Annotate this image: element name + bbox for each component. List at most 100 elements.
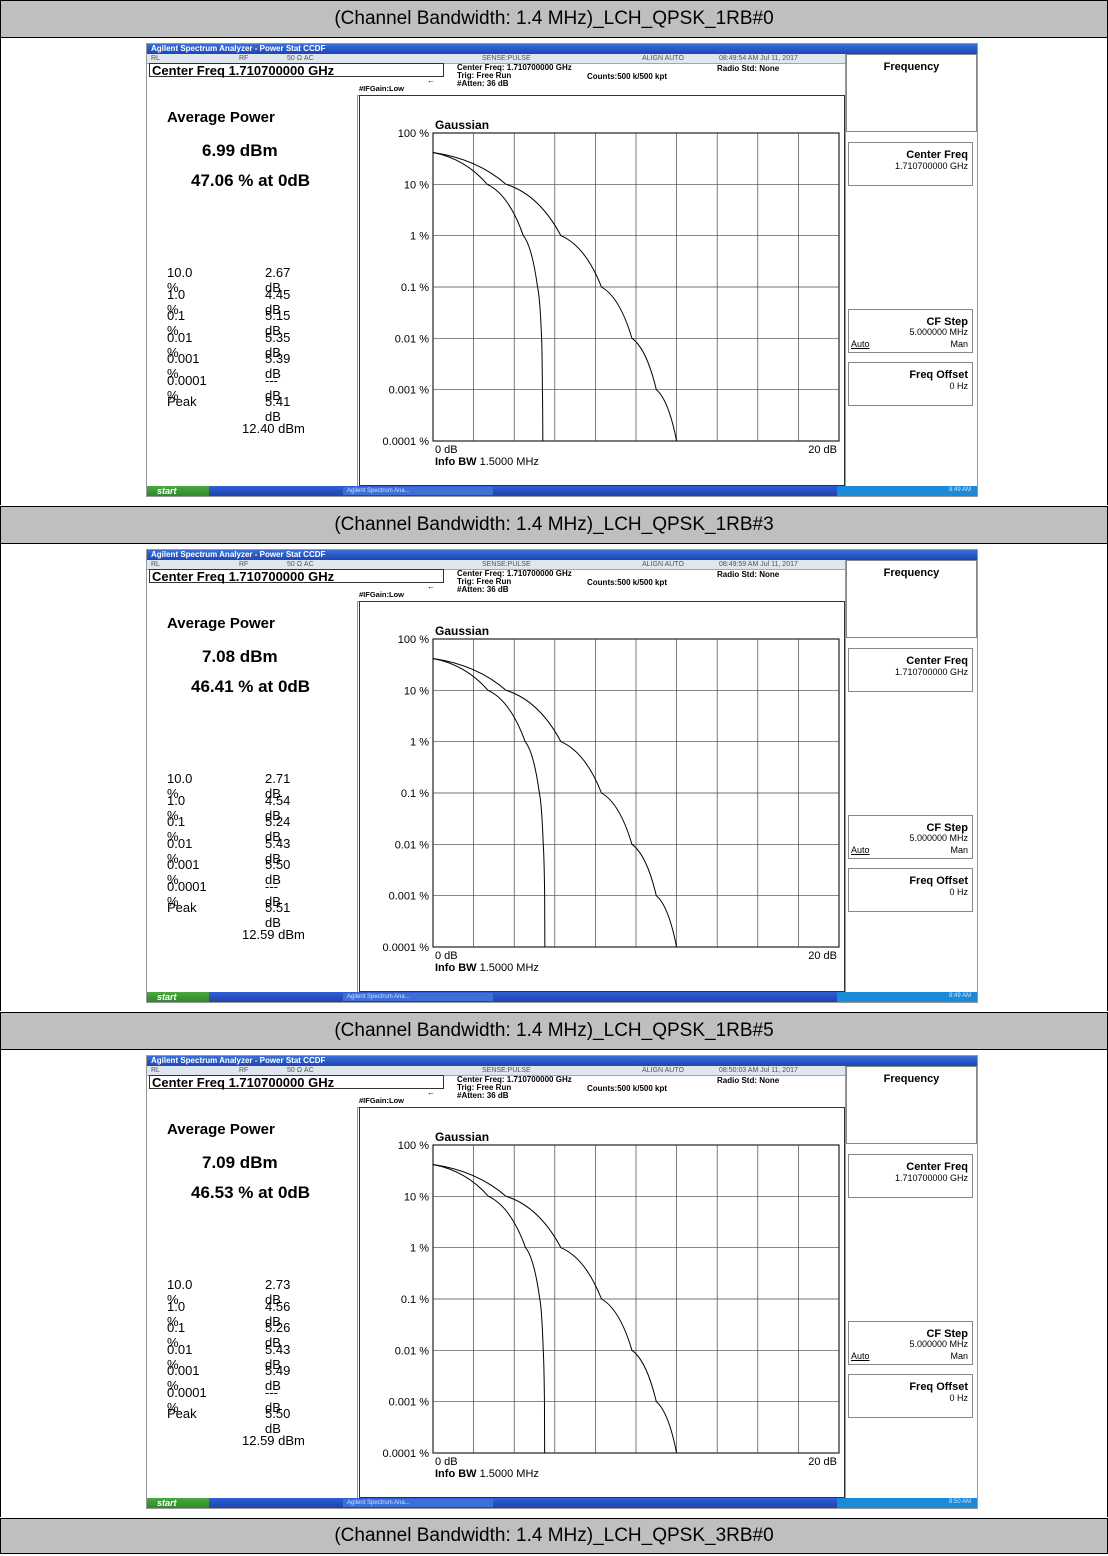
avg-power-value: 7.08 dBm — [202, 647, 278, 666]
section-header: (Channel Bandwidth: 1.4 MHz)_LCH_QPSK_1R… — [0, 506, 1108, 544]
info-bw-label: Info BW 1.5000 MHz — [435, 962, 539, 974]
stat-key: 10.0 % — [167, 1277, 193, 1307]
freq-offset-softkey[interactable]: Freq Offset 0 Hz — [848, 362, 973, 406]
stat-value: --- dB — [265, 878, 281, 909]
windows-taskbar: start Agilent Spectrum Ana... 8:49 AM — [147, 992, 977, 1002]
softkey-menu-title: Frequency — [846, 54, 977, 132]
info-bw-value: 1.5000 MHz — [480, 1468, 539, 1480]
measurement-bar: RL RF 50 Ω AC SENSE:PULSE ALIGN AUTO 08:… — [147, 54, 845, 96]
softkey-label: CF Step — [926, 1328, 968, 1340]
y-tick-label: 10 % — [404, 685, 429, 697]
atten-info: #Atten: 36 dB — [457, 585, 509, 594]
taskbar-app-item[interactable]: Agilent Spectrum Ana... — [343, 487, 493, 495]
stat-key: 0.01 % — [167, 1341, 193, 1372]
measured-ccdf-curve — [432, 1164, 546, 1454]
taskbar-app-item[interactable]: Agilent Spectrum Ana... — [343, 993, 493, 1001]
measurement-info: Center Freq: 1.710700000 GHz Trig: Free … — [457, 1076, 572, 1100]
stat-key: Peak — [167, 900, 197, 915]
x-end-label: 20 dB — [808, 444, 837, 456]
align-indicator: ALIGN AUTO — [642, 55, 684, 62]
center-freq-softkey[interactable]: Center Freq 1.710700000 GHz — [848, 648, 973, 692]
taskbar-app-item[interactable]: Agilent Spectrum Ana... — [343, 1499, 493, 1507]
center-freq-display[interactable]: Center Freq 1.710700000 GHz — [149, 569, 444, 584]
x-start-label: 0 dB — [435, 444, 458, 456]
softkey-panel: Frequency Center Freq 1.710700000 GHz CF… — [845, 1066, 977, 1498]
window-title-bar: Agilent Spectrum Analyzer - Power Stat C… — [147, 550, 977, 560]
y-tick-label: 0.01 % — [395, 333, 429, 345]
y-tick-label: 0.01 % — [395, 1345, 429, 1357]
x-end-label: 20 dB — [808, 1456, 837, 1468]
stat-key: 0.001 % — [167, 857, 200, 887]
auto-option[interactable]: Auto — [851, 339, 870, 349]
avg-power-title: Average Power — [167, 109, 275, 126]
man-option[interactable]: Man — [950, 845, 968, 855]
stat-value: --- dB — [265, 372, 281, 403]
rl-indicator: RL — [151, 561, 160, 568]
stat-key: 1.0 % — [167, 286, 186, 317]
stat-value: 4.56 dB — [265, 1298, 291, 1329]
y-tick-label: 0.1 % — [401, 282, 429, 294]
center-freq-display[interactable]: Center Freq 1.710700000 GHz — [149, 1075, 444, 1090]
if-gain-label: #IFGain:Low — [359, 590, 404, 599]
radio-std-info: Radio Std: None — [717, 1076, 780, 1085]
y-tick-label: 1 % — [410, 1243, 429, 1255]
stat-key: 0.01 % — [167, 329, 193, 360]
input-arrow-icon: ← — [427, 76, 435, 85]
auto-option[interactable]: Auto — [851, 845, 870, 855]
center-freq-info: Center Freq: 1.710700000 GHz — [457, 1075, 572, 1084]
auto-option[interactable]: Auto — [851, 1351, 870, 1361]
system-tray: 8:49 AM — [837, 992, 977, 1002]
ccdf-graph: 100 % 10 % 1 % 0.1 % 0.01 % 0.001 % 0.0001 % Ga… — [383, 1130, 840, 1480]
y-tick-label: 1 % — [410, 737, 429, 749]
gaussian-curve — [432, 658, 678, 948]
freq-offset-softkey[interactable]: Freq Offset 0 Hz — [848, 1374, 973, 1418]
info-bw-value: 1.5000 MHz — [480, 456, 539, 468]
stat-key: 0.0001 % — [167, 372, 207, 403]
radio-std-info: Radio Std: None — [717, 64, 780, 73]
start-button[interactable]: start — [147, 486, 209, 496]
man-option[interactable]: Man — [950, 1351, 968, 1361]
avg-percent-value: 46.41 % at 0dB — [191, 677, 311, 696]
gaussian-curve — [432, 1164, 678, 1454]
measured-ccdf-curve — [432, 658, 546, 948]
center-freq-display[interactable]: Center Freq 1.710700000 GHz — [149, 63, 444, 78]
softkey-value: 5.000000 MHz — [909, 327, 968, 337]
trigger-info: Trig: Free Run — [457, 71, 512, 80]
y-tick-label: 0.001 % — [389, 1397, 430, 1409]
trigger-info: Trig: Free Run — [457, 1083, 512, 1092]
ccdf-graph: 100 % 10 % 1 % 0.1 % 0.01 % 0.001 % 0.0001 % Ga… — [383, 118, 840, 468]
cf-step-softkey[interactable]: CF Step 5.000000 MHz Auto Man — [848, 815, 973, 859]
stat-key: 0.1 % — [167, 308, 186, 338]
man-option[interactable]: Man — [950, 339, 968, 349]
windows-taskbar: start Agilent Spectrum Ana... 8:50 AM — [147, 1498, 977, 1508]
status-strip: RL RF 50 Ω AC SENSE:PULSE ALIGN AUTO 08:… — [147, 1066, 845, 1076]
y-tick-label: 0.1 % — [401, 1294, 429, 1306]
analyzer-screenshot: Agilent Spectrum Analyzer - Power Stat C… — [146, 1055, 978, 1509]
softkey-panel: Frequency Center Freq 1.710700000 GHz CF… — [845, 54, 977, 486]
sense-indicator: SENSE:PULSE — [482, 55, 531, 62]
center-freq-softkey[interactable]: Center Freq 1.710700000 GHz — [848, 1154, 973, 1198]
center-freq-softkey[interactable]: Center Freq 1.710700000 GHz — [848, 142, 973, 186]
x-end-label: 20 dB — [808, 950, 837, 962]
rf-indicator: RF — [239, 55, 249, 62]
stat-value: 5.43 dB — [265, 835, 291, 866]
cf-step-softkey[interactable]: CF Step 5.000000 MHz Auto Man — [848, 1321, 973, 1365]
counts-info: Counts:500 k/500 kpt — [587, 1084, 668, 1093]
stat-key: Peak — [167, 394, 197, 409]
cf-step-softkey[interactable]: CF Step 5.000000 MHz Auto Man — [848, 309, 973, 353]
section-header: (Channel Bandwidth: 1.4 MHz)_LCH_QPSK_1R… — [0, 0, 1108, 38]
stat-key: Peak — [167, 1406, 197, 1421]
start-button[interactable]: start — [147, 992, 209, 1002]
measurement-bar: RL RF 50 Ω AC SENSE:PULSE ALIGN AUTO 08:… — [147, 560, 845, 602]
sense-indicator: SENSE:PULSE — [482, 561, 531, 568]
stat-value: 2.67 dB — [265, 265, 291, 295]
stat-key: 0.1 % — [167, 1320, 186, 1350]
freq-offset-softkey[interactable]: Freq Offset 0 Hz — [848, 868, 973, 912]
start-button[interactable]: start — [147, 1498, 209, 1508]
softkey-value: 0 Hz — [949, 381, 968, 391]
y-tick-label: 10 % — [404, 1191, 429, 1203]
y-tick-label: 0.0001 % — [383, 436, 430, 448]
rf-indicator: RF — [239, 1067, 249, 1074]
screenshot-cell: Agilent Spectrum Analyzer - Power Stat C… — [0, 544, 1108, 1011]
y-tick-label: 1 % — [410, 231, 429, 243]
